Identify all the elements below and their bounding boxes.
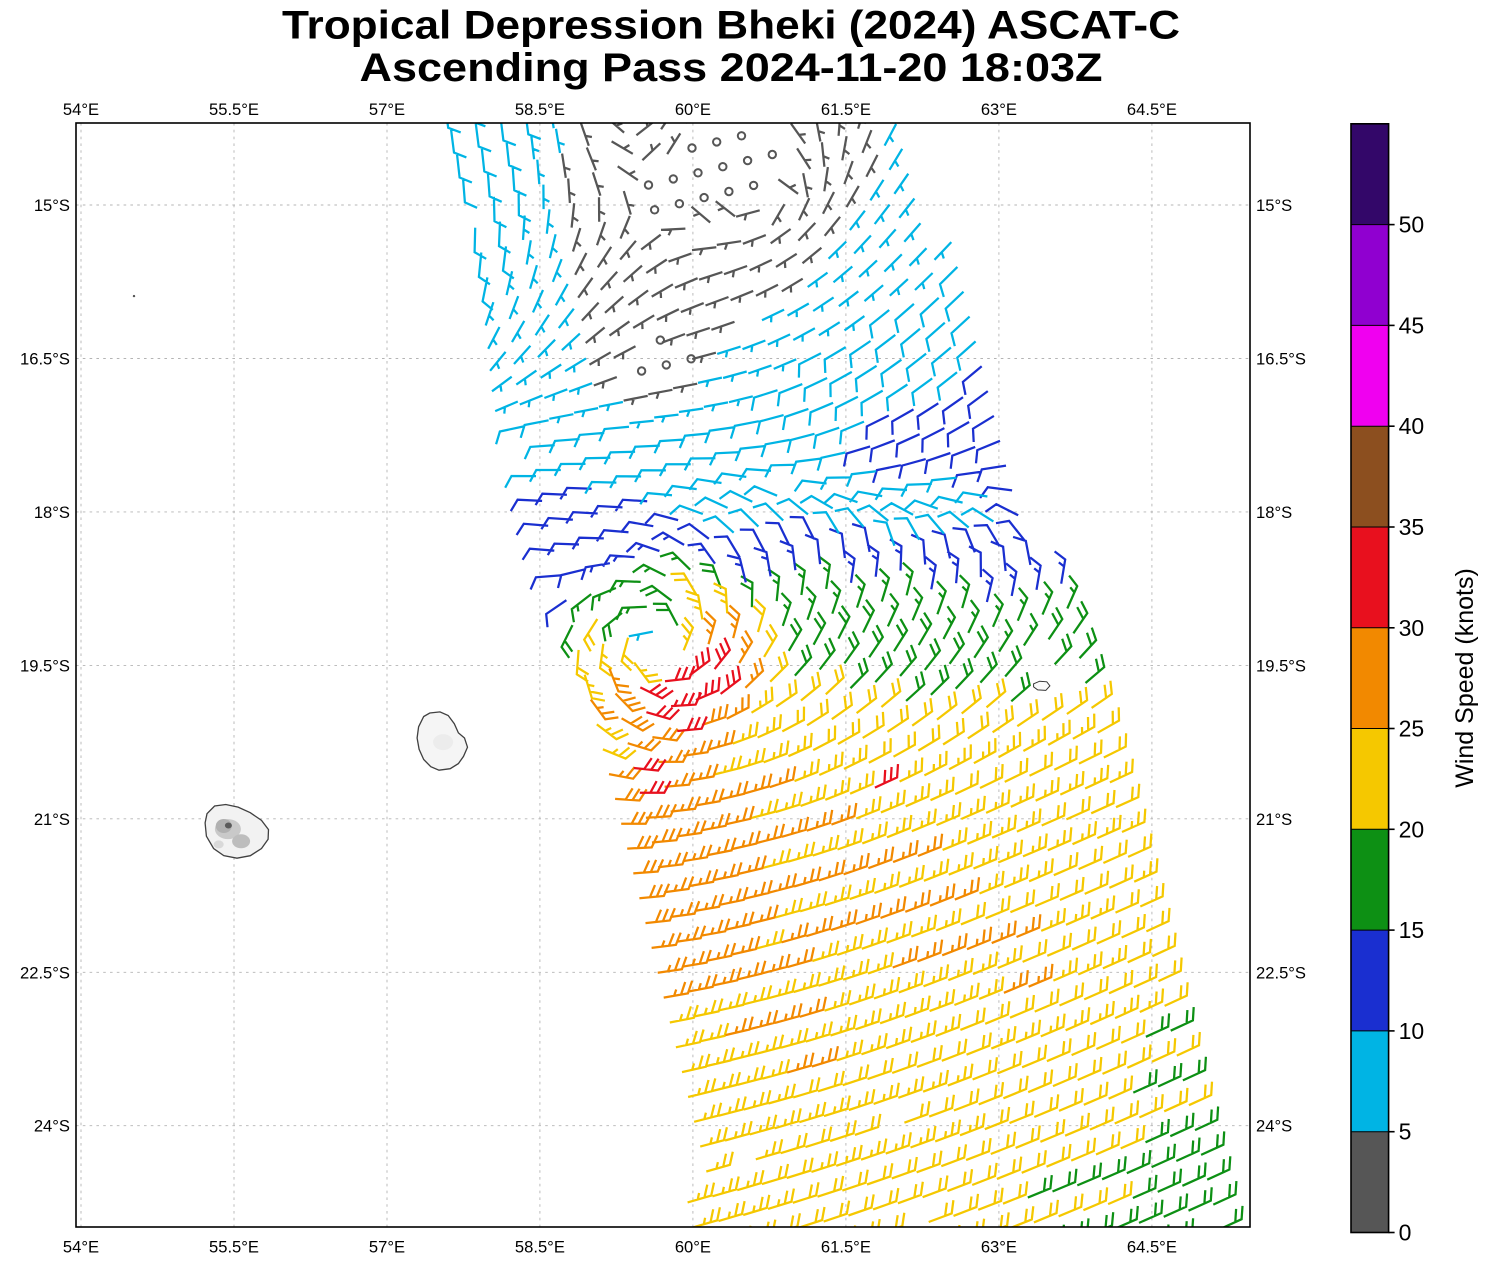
- svg-text:16.5°S: 16.5°S: [20, 350, 70, 369]
- svg-text:61.5°E: 61.5°E: [821, 1238, 871, 1257]
- svg-text:Tropical Depression Bheki (202: Tropical Depression Bheki (2024) ASCAT-C: [282, 4, 1180, 48]
- svg-text:19.5°S: 19.5°S: [1256, 656, 1306, 675]
- svg-text:10: 10: [1399, 1018, 1425, 1044]
- svg-text:Ascending Pass 2024-11-20 18:0: Ascending Pass 2024-11-20 18:03Z: [360, 46, 1103, 90]
- svg-text:18°S: 18°S: [1256, 503, 1292, 522]
- svg-text:57°E: 57°E: [369, 1238, 405, 1257]
- svg-text:30: 30: [1399, 615, 1425, 641]
- svg-text:55.5°E: 55.5°E: [209, 1238, 259, 1257]
- svg-text:21°S: 21°S: [34, 810, 70, 829]
- svg-text:24°S: 24°S: [1256, 1117, 1292, 1136]
- svg-text:18°S: 18°S: [34, 503, 70, 522]
- svg-text:15: 15: [1399, 917, 1425, 943]
- svg-text:58.5°E: 58.5°E: [515, 1238, 565, 1257]
- svg-text:57°E: 57°E: [369, 100, 405, 119]
- svg-text:64.5°E: 64.5°E: [1127, 100, 1177, 119]
- svg-text:45: 45: [1399, 312, 1425, 338]
- svg-text:50: 50: [1399, 212, 1425, 238]
- svg-text:21°S: 21°S: [1256, 810, 1292, 829]
- svg-text:15°S: 15°S: [34, 196, 70, 215]
- svg-text:60°E: 60°E: [675, 1238, 711, 1257]
- svg-text:0: 0: [1399, 1220, 1412, 1246]
- svg-text:58.5°E: 58.5°E: [515, 100, 565, 119]
- svg-text:25: 25: [1399, 716, 1425, 742]
- svg-text:22.5°S: 22.5°S: [20, 963, 70, 982]
- svg-text:64.5°E: 64.5°E: [1127, 1238, 1177, 1257]
- svg-text:54°E: 54°E: [63, 100, 99, 119]
- svg-text:63°E: 63°E: [981, 1238, 1017, 1257]
- svg-text:61.5°E: 61.5°E: [821, 100, 871, 119]
- svg-text:16.5°S: 16.5°S: [1256, 350, 1306, 369]
- svg-text:19.5°S: 19.5°S: [20, 656, 70, 675]
- svg-text:24°S: 24°S: [34, 1117, 70, 1136]
- svg-text:35: 35: [1399, 514, 1425, 540]
- svg-text:20: 20: [1399, 816, 1425, 842]
- svg-text:63°E: 63°E: [981, 100, 1017, 119]
- svg-text:22.5°S: 22.5°S: [1256, 963, 1306, 982]
- svg-text:54°E: 54°E: [63, 1238, 99, 1257]
- svg-text:40: 40: [1399, 413, 1425, 439]
- svg-text:Wind Speed (knots): Wind Speed (knots): [1451, 568, 1479, 788]
- svg-text:15°S: 15°S: [1256, 196, 1292, 215]
- svg-text:60°E: 60°E: [675, 100, 711, 119]
- svg-text:5: 5: [1399, 1119, 1412, 1145]
- svg-text:55.5°E: 55.5°E: [209, 100, 259, 119]
